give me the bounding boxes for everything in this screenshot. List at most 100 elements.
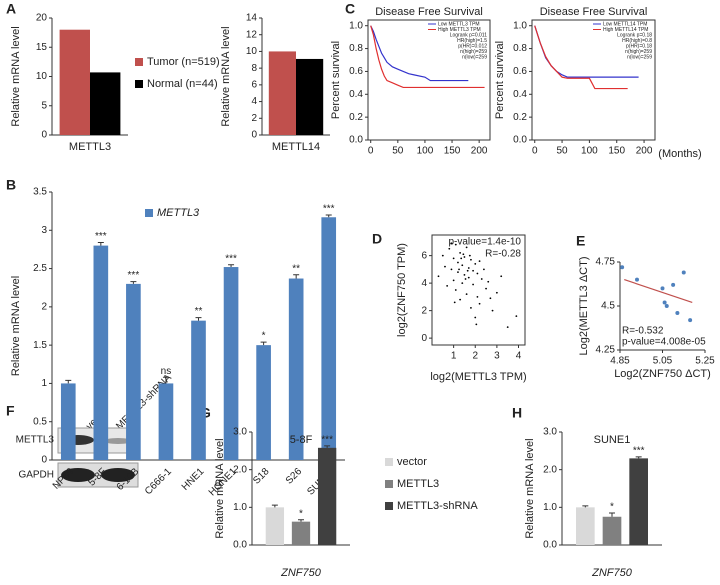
- scatter-point: [458, 268, 460, 271]
- x-tick-label: 0: [368, 146, 374, 157]
- y-tick-label: 0: [41, 130, 47, 141]
- y-tick-label: 0.2: [349, 112, 363, 123]
- bar: [268, 51, 296, 135]
- bar: [90, 72, 121, 135]
- y-tick-label: 0: [251, 130, 257, 141]
- x-tick-label: 5.25: [695, 356, 715, 367]
- scatter-point: [491, 309, 494, 312]
- survival-line: [534, 25, 628, 90]
- error-bar: [130, 281, 137, 284]
- blot-band: [104, 438, 132, 444]
- y-tick-label: 5: [41, 100, 47, 111]
- bar: [265, 507, 285, 545]
- x-axis-label: log2(METTL3 TPM): [430, 371, 526, 383]
- scatter-point: [467, 267, 470, 269]
- scatter-point: [460, 257, 463, 260]
- bar: [602, 516, 622, 545]
- y-axis-label: Percent survival: [494, 41, 506, 119]
- annotation: p-value=1.4e-10: [448, 237, 521, 248]
- bar: [59, 29, 90, 136]
- y-tick-label: 8: [251, 63, 257, 74]
- annotation: n(low)=259: [627, 54, 652, 60]
- x-axis-label: Log2(ZNF750 ΔCT): [614, 368, 711, 380]
- bar: [158, 383, 174, 460]
- scatter-point: [464, 278, 467, 280]
- x-tick-label: 50: [557, 146, 569, 157]
- x-tick-label: 150: [444, 146, 461, 157]
- bar: [60, 383, 76, 460]
- scatter-point: [515, 315, 518, 318]
- x-tick-label: 50: [392, 146, 404, 157]
- y-tick-label: 0.6: [513, 66, 527, 77]
- y-tick-label: 2: [251, 113, 257, 124]
- blot-band: [101, 468, 135, 482]
- legend-label: Normal (n=44): [147, 78, 218, 90]
- annotation: R=-0.532: [622, 326, 664, 337]
- y-tick-label: 0.4: [349, 89, 363, 100]
- y-tick-label: 1.0: [513, 20, 527, 31]
- y-tick-label: 0.0: [543, 540, 557, 551]
- x-tick-label: 4: [516, 351, 522, 362]
- legend-label: METTL3-shRNA: [397, 500, 478, 512]
- y-tick-label: 0.6: [349, 66, 363, 77]
- scatter-point: [474, 316, 477, 319]
- row-label: METTL3: [16, 435, 55, 446]
- y-tick-label: 4: [251, 96, 257, 107]
- legend-swatch: [145, 209, 153, 217]
- error-bar: [582, 505, 589, 508]
- scatter-point: [476, 272, 479, 275]
- y-tick-label: 0.5: [33, 416, 47, 427]
- x-tick-label: 4.85: [610, 356, 630, 367]
- y-tick-label: 2.0: [233, 464, 247, 475]
- y-axis-label: Relative mRNA level: [524, 438, 536, 538]
- legend-swatch: [385, 502, 393, 510]
- significance-label: ns: [161, 366, 172, 377]
- legend-label: High METTL14 TPM: [603, 27, 648, 33]
- y-axis-label: Relative mRNA level: [10, 26, 22, 126]
- error-bar: [324, 445, 331, 448]
- scatter-point: [487, 280, 490, 283]
- annotation: p(HR)=0.012: [458, 43, 487, 49]
- significance-label: ***: [95, 231, 107, 242]
- scatter-point: [662, 300, 667, 305]
- error-bar: [97, 242, 104, 246]
- panel-label: F: [6, 403, 15, 419]
- survival-line: [370, 25, 485, 89]
- bar: [93, 245, 109, 460]
- error-bar: [271, 504, 278, 508]
- x-tick-label: 200: [471, 146, 488, 157]
- legend-swatch: [385, 458, 393, 466]
- legend-label: Low METTL3 TPM: [438, 21, 480, 27]
- y-axis-label: log2(ZNF750 TPM): [396, 243, 408, 337]
- y-tick-label: 0.0: [233, 540, 247, 551]
- scatter-point: [437, 275, 440, 278]
- significance-label: ***: [321, 435, 333, 446]
- legend-label: vector: [397, 456, 427, 468]
- y-tick-label: 0: [421, 333, 427, 344]
- chart-title: Disease Free Survival: [540, 6, 648, 18]
- legend-label: METTL3: [397, 478, 439, 490]
- significance-label: *: [610, 502, 614, 513]
- scatter-point: [495, 291, 498, 294]
- scatter-point: [468, 254, 471, 257]
- x-axis-label: (Months): [658, 148, 701, 160]
- row-label: GAPDH: [18, 470, 54, 481]
- y-tick-label: 0.2: [513, 112, 527, 123]
- significance-label: ***: [128, 270, 140, 281]
- error-bar: [228, 264, 235, 268]
- legend-swatch: [385, 480, 393, 488]
- y-tick-label: 3.0: [543, 427, 557, 438]
- legend-label: Tumor (n=519): [147, 56, 220, 68]
- significance-label: ***: [633, 446, 645, 457]
- scatter-point: [466, 269, 469, 272]
- legend-label: High METTL3 TPM: [438, 27, 481, 33]
- y-tick-label: 0.4: [513, 89, 527, 100]
- bar: [321, 217, 337, 460]
- bar: [296, 58, 324, 136]
- y-tick-label: 20: [36, 13, 48, 24]
- error-bar: [293, 274, 300, 279]
- error-bar: [635, 456, 642, 459]
- scatter-point: [476, 295, 479, 298]
- scatter-point: [463, 273, 466, 276]
- annotation: Logrank p=0.011: [450, 32, 488, 38]
